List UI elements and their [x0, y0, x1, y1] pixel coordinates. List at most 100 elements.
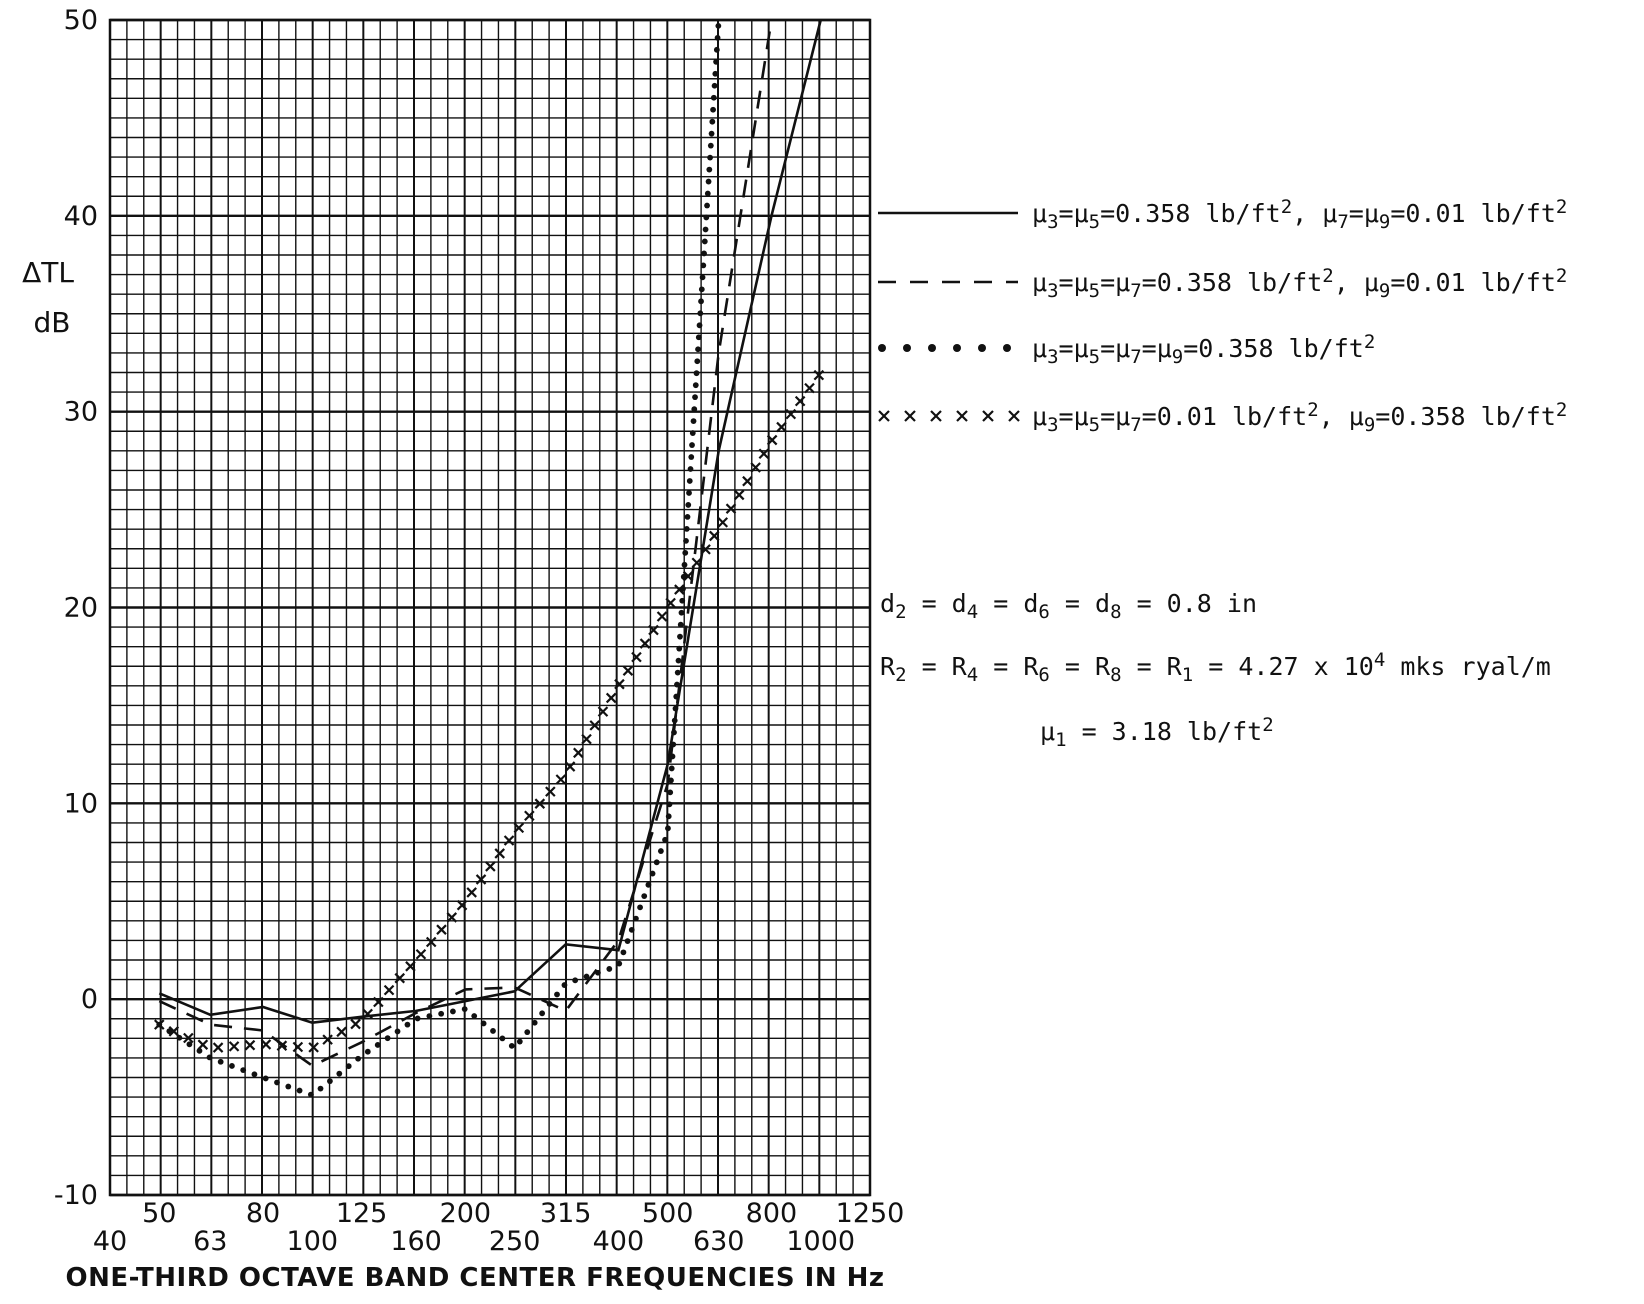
data-point	[186, 1041, 193, 1048]
data-point	[691, 557, 703, 569]
data-point	[196, 1047, 203, 1054]
data-point	[183, 1032, 194, 1044]
text-run: =0.358 lb/ft	[1183, 334, 1364, 363]
data-point	[930, 410, 942, 422]
data-point	[649, 870, 656, 877]
text-run: =0.358 lb/ft	[1100, 199, 1281, 228]
text-run: =μ	[1059, 199, 1089, 228]
y-tick-labels: -10 0 10 20 30 40 50	[54, 5, 98, 1211]
data-point	[699, 274, 706, 281]
data-point	[679, 597, 686, 604]
data-point	[508, 1042, 515, 1049]
cross-stroke	[503, 835, 515, 846]
data-point	[336, 1026, 347, 1038]
data-point	[709, 118, 716, 125]
data-point	[706, 166, 713, 173]
data-point	[456, 899, 468, 911]
data-point	[622, 665, 634, 676]
text-run: 6	[1038, 601, 1049, 623]
data-point	[217, 1058, 224, 1065]
data-point	[240, 1067, 247, 1074]
data-point	[674, 669, 681, 676]
cross-stroke	[622, 665, 634, 676]
text-run: =μ	[1349, 199, 1379, 228]
cross-stroke	[742, 475, 753, 487]
data-point	[292, 1041, 304, 1053]
data-point	[583, 973, 590, 980]
data-point	[244, 1039, 256, 1051]
data-point	[564, 761, 576, 772]
data-point	[683, 537, 689, 544]
text-run: 4	[967, 664, 978, 686]
text-run: = R	[978, 652, 1039, 681]
text-run: 2	[895, 601, 906, 623]
series-line	[158, 19, 822, 1025]
data-point	[697, 310, 704, 317]
text-run: 7	[1130, 414, 1141, 436]
data-point	[228, 1041, 240, 1052]
x-tick-label: 630	[693, 1226, 745, 1257]
data-point	[461, 1006, 468, 1012]
text-run: = d	[978, 589, 1038, 618]
data-point	[733, 489, 745, 501]
data-point	[336, 1070, 343, 1077]
cross-stroke	[785, 408, 797, 420]
data-point	[631, 651, 642, 663]
data-point	[666, 801, 673, 808]
text-run: μ	[1040, 717, 1055, 746]
text-run: 2	[1364, 331, 1375, 353]
data-point	[686, 478, 693, 484]
text-run: 7	[1337, 211, 1348, 233]
data-point	[694, 358, 701, 365]
cross-stroke	[717, 517, 729, 528]
cross-stroke	[153, 1019, 165, 1030]
data-point	[545, 786, 556, 797]
data-point	[322, 1034, 333, 1045]
text-run: 9	[1172, 346, 1183, 368]
data-point	[667, 789, 674, 796]
data-point	[673, 693, 680, 700]
text-run: = R	[907, 652, 968, 681]
text-run: =μ	[1142, 334, 1172, 363]
data-point	[653, 859, 660, 866]
data-point	[595, 969, 601, 976]
text-run: 2	[1556, 196, 1567, 218]
data-point	[633, 915, 639, 922]
text-run: 5	[1089, 211, 1100, 233]
data-point	[573, 747, 584, 759]
text-run: 7	[1130, 346, 1141, 368]
data-point	[176, 1034, 183, 1041]
data-point	[700, 544, 711, 555]
data-point	[928, 344, 936, 352]
data-point	[713, 46, 720, 53]
data-point	[878, 344, 886, 352]
data-point	[197, 1039, 209, 1050]
data-point	[620, 949, 627, 956]
cross-stroke	[573, 747, 584, 759]
x-tick-label: 160	[390, 1226, 442, 1257]
data-point	[692, 382, 699, 389]
cross-stroke	[336, 1026, 347, 1038]
cross-stroke	[446, 912, 458, 923]
data-point	[251, 1071, 258, 1078]
data-point	[466, 887, 477, 898]
data-point	[698, 286, 705, 293]
text-run: 8	[1110, 601, 1121, 623]
data-point	[645, 881, 652, 888]
data-point	[499, 1035, 506, 1042]
data-point	[689, 442, 695, 448]
data-point	[978, 344, 986, 352]
data-point	[725, 503, 737, 514]
text-run: 3	[1047, 280, 1058, 302]
series-3	[156, 22, 722, 1098]
text-run: μ	[1032, 268, 1047, 297]
data-point	[327, 1078, 333, 1085]
data-point	[662, 836, 668, 843]
data-point	[675, 657, 682, 664]
parameter-note-1: d2 = d4 = d6 = d8 = 0.8 in	[880, 589, 1257, 623]
series-4	[153, 369, 825, 1053]
data-point	[317, 1085, 324, 1092]
text-run: 2	[1556, 399, 1567, 421]
text-run: d	[880, 589, 895, 618]
